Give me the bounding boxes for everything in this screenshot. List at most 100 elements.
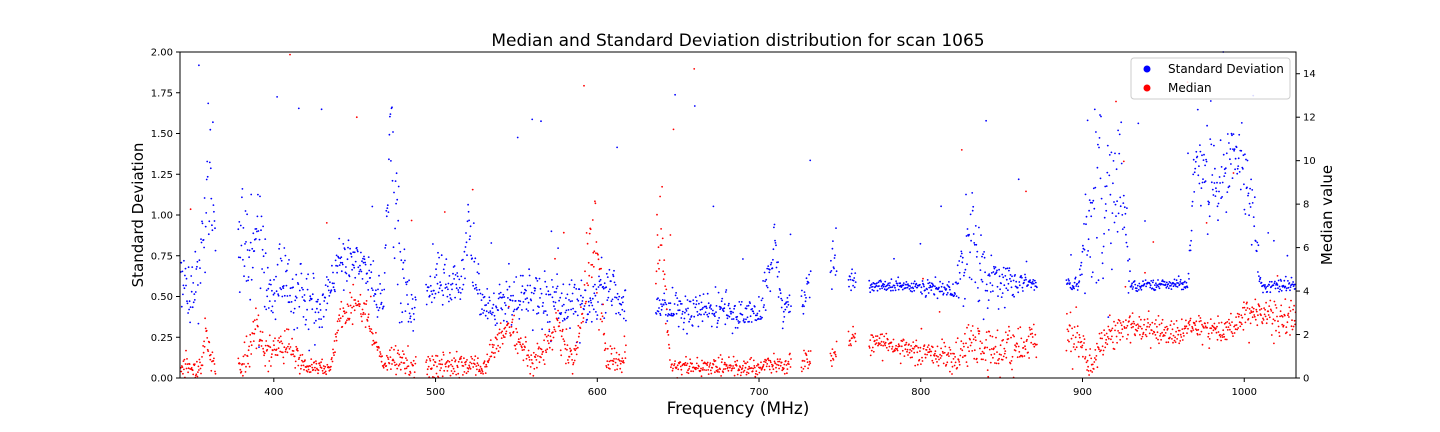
data-point xyxy=(329,291,332,294)
data-point xyxy=(744,321,746,323)
data-point xyxy=(540,120,542,123)
data-point xyxy=(809,362,812,365)
data-point xyxy=(960,252,963,255)
data-point xyxy=(702,367,704,369)
data-point xyxy=(1277,287,1279,290)
data-point xyxy=(571,372,574,375)
data-point xyxy=(312,272,315,275)
data-point xyxy=(991,284,994,287)
data-point xyxy=(575,288,578,290)
data-point xyxy=(701,320,704,323)
data-point xyxy=(1130,326,1133,329)
data-point xyxy=(524,346,526,349)
data-point xyxy=(442,268,445,271)
data-point xyxy=(832,359,835,361)
data-point xyxy=(199,361,201,364)
data-point xyxy=(587,300,590,303)
data-point xyxy=(1142,280,1144,283)
data-point xyxy=(1033,289,1036,291)
data-point xyxy=(354,276,357,279)
data-point xyxy=(1154,284,1156,286)
data-point xyxy=(1027,335,1030,338)
data-point xyxy=(760,318,762,320)
data-point xyxy=(678,309,681,312)
data-point xyxy=(359,303,361,306)
data-point xyxy=(854,340,857,343)
data-point xyxy=(667,334,670,336)
data-point xyxy=(944,345,947,348)
data-point xyxy=(684,361,687,364)
data-point xyxy=(1088,374,1090,376)
data-point xyxy=(879,279,882,282)
data-point xyxy=(994,273,996,276)
data-point xyxy=(563,343,566,346)
data-point xyxy=(533,289,536,292)
data-point xyxy=(685,364,688,367)
data-point xyxy=(1029,333,1032,336)
data-point xyxy=(1252,216,1255,219)
data-point xyxy=(492,303,495,306)
data-point xyxy=(464,277,466,280)
data-point xyxy=(271,289,273,292)
data-point xyxy=(1259,278,1261,281)
data-point xyxy=(1079,274,1082,276)
data-point xyxy=(565,309,568,312)
data-point xyxy=(763,360,765,363)
data-point xyxy=(438,363,440,365)
data-point xyxy=(534,287,537,290)
data-point xyxy=(288,259,290,261)
data-point xyxy=(1123,226,1126,229)
data-point xyxy=(961,356,964,359)
data-point xyxy=(746,316,749,319)
data-point xyxy=(425,361,427,363)
chart-title: Median and Standard Deviation distributi… xyxy=(491,31,984,51)
data-point xyxy=(961,349,964,352)
data-point xyxy=(458,278,461,281)
data-point xyxy=(204,225,207,228)
data-point xyxy=(921,280,924,282)
data-point xyxy=(727,369,730,372)
data-point xyxy=(371,344,374,346)
data-point xyxy=(939,280,941,283)
data-point xyxy=(703,369,705,371)
data-point xyxy=(413,306,416,309)
data-point xyxy=(1233,149,1235,152)
data-point xyxy=(981,342,983,344)
data-point xyxy=(658,307,660,309)
data-point xyxy=(685,310,688,312)
data-point xyxy=(356,250,359,253)
data-point xyxy=(531,362,534,365)
data-point xyxy=(614,284,617,286)
data-point xyxy=(1257,314,1259,317)
data-point xyxy=(1128,258,1131,260)
data-point xyxy=(193,363,196,365)
data-point xyxy=(876,282,878,284)
data-point xyxy=(1247,192,1250,195)
data-point xyxy=(1122,321,1125,323)
data-point xyxy=(657,262,659,265)
data-point xyxy=(725,289,728,291)
data-point xyxy=(1015,280,1018,283)
data-point xyxy=(1025,260,1028,263)
data-point xyxy=(1113,221,1116,224)
data-point xyxy=(871,346,874,349)
data-point xyxy=(260,215,263,218)
data-point xyxy=(677,309,680,312)
data-point xyxy=(400,361,403,364)
data-point xyxy=(746,361,749,363)
data-point xyxy=(714,286,717,288)
data-point xyxy=(425,283,427,286)
data-point xyxy=(669,308,671,311)
data-point xyxy=(982,253,984,256)
data-point xyxy=(613,347,616,350)
data-point xyxy=(325,276,328,278)
data-point xyxy=(1181,339,1184,341)
data-point xyxy=(769,359,772,362)
data-point xyxy=(491,313,493,316)
data-point xyxy=(597,301,599,303)
data-point xyxy=(1219,182,1221,184)
data-point xyxy=(1179,340,1182,342)
data-point xyxy=(1092,187,1095,190)
data-point xyxy=(396,352,399,355)
data-point xyxy=(907,283,909,285)
